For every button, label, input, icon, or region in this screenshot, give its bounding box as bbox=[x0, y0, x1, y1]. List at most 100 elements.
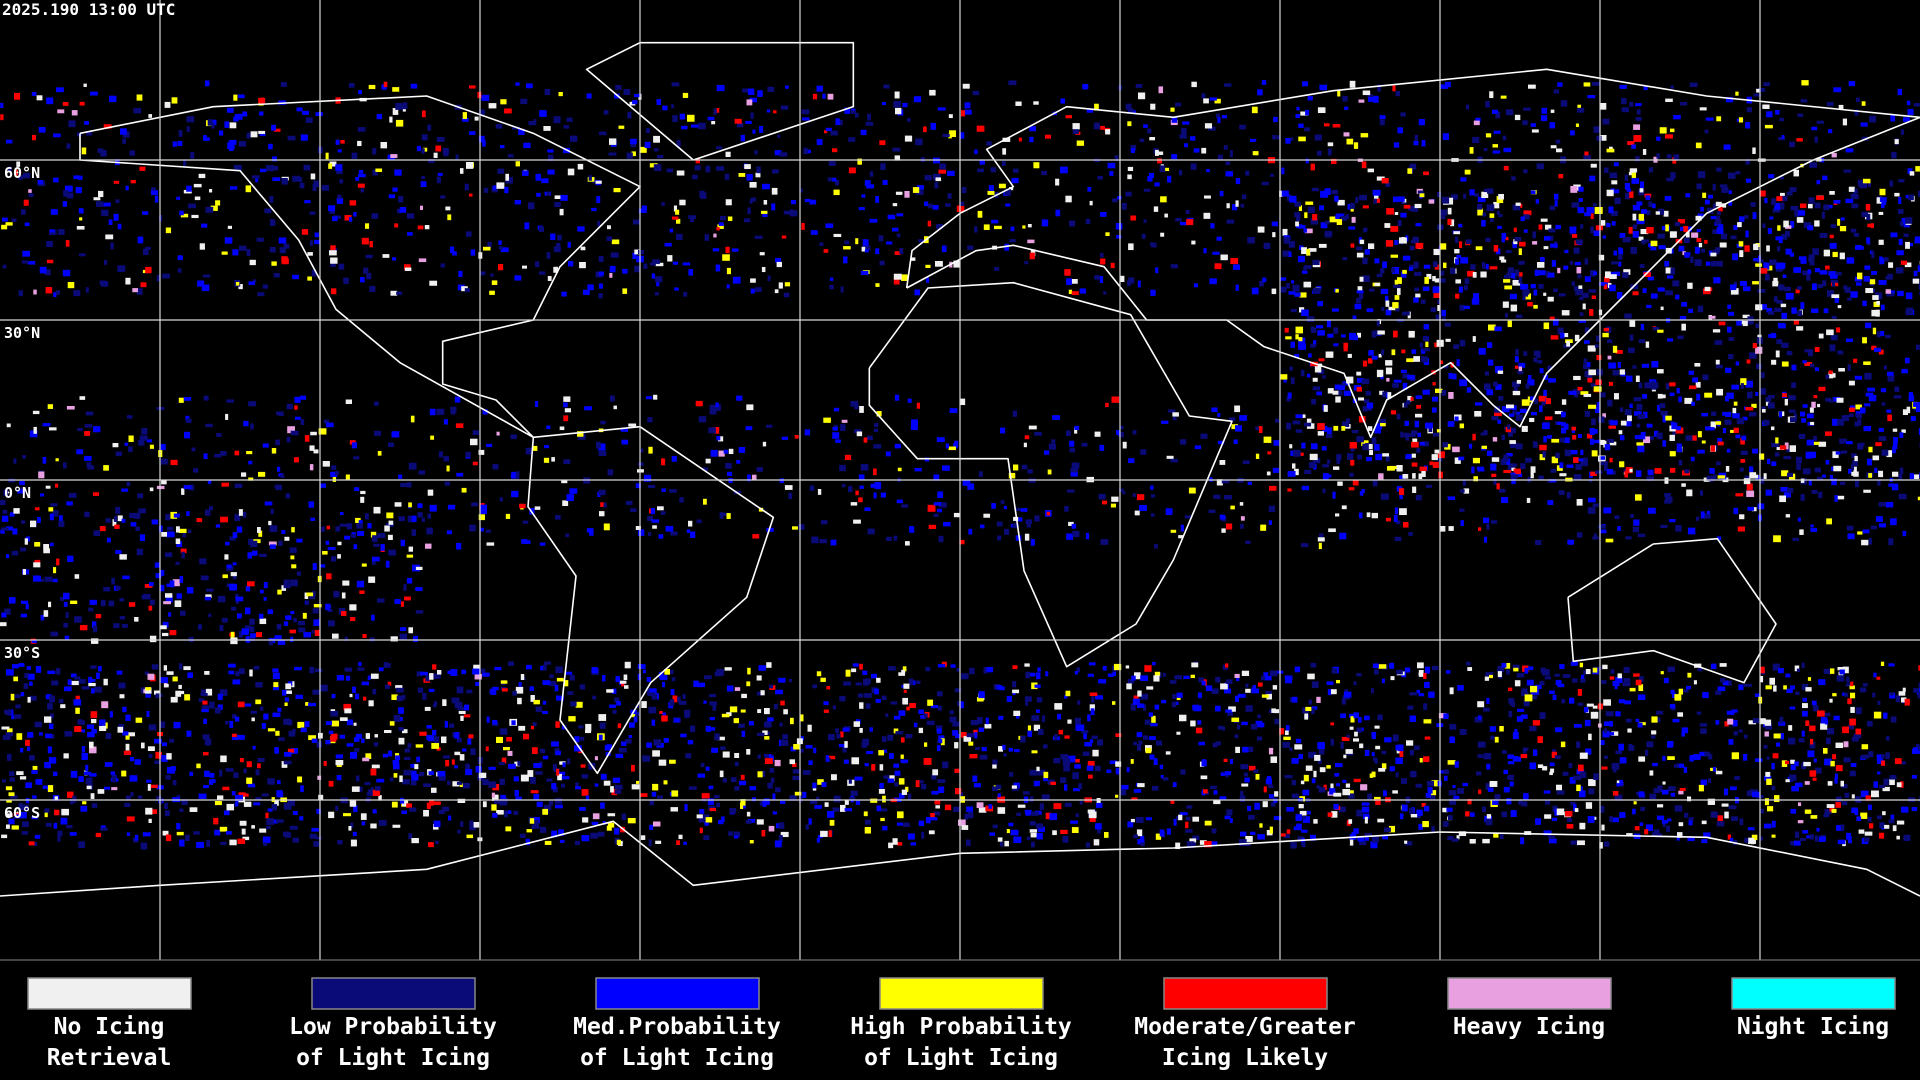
icing-pixel bbox=[711, 121, 716, 125]
icing-pixel bbox=[736, 122, 744, 128]
icing-pixel bbox=[694, 165, 701, 171]
icing-pixel bbox=[713, 108, 717, 115]
icing-pixel bbox=[1002, 744, 1006, 750]
icing-pixel bbox=[53, 177, 59, 183]
icing-pixel bbox=[1590, 163, 1597, 168]
icing-pixel bbox=[100, 827, 108, 831]
icing-pixel bbox=[122, 138, 126, 144]
icing-pixel bbox=[824, 802, 829, 807]
icing-pixel bbox=[1584, 151, 1589, 156]
icing-pixel bbox=[1185, 829, 1193, 833]
icing-pixel bbox=[357, 140, 362, 147]
icing-pixel bbox=[1044, 450, 1050, 455]
icing-pixel bbox=[75, 707, 80, 714]
icing-pixel bbox=[836, 733, 841, 739]
icing-pixel bbox=[1759, 836, 1763, 841]
icing-pixel bbox=[399, 207, 407, 213]
icing-pixel bbox=[849, 797, 856, 801]
icing-pixel bbox=[364, 781, 371, 786]
icing-pixel bbox=[1065, 115, 1072, 119]
icing-pixel bbox=[1518, 248, 1522, 256]
icing-pixel bbox=[683, 841, 687, 845]
icing-pixel bbox=[996, 521, 1003, 527]
icing-pixel bbox=[747, 88, 755, 95]
icing-pixel bbox=[789, 795, 797, 801]
icing-pixel bbox=[892, 838, 898, 845]
icing-pixel bbox=[674, 718, 680, 723]
icing-pixel bbox=[464, 704, 470, 711]
icing-pixel bbox=[1107, 673, 1114, 677]
icing-pixel bbox=[1501, 811, 1507, 818]
icing-pixel bbox=[56, 87, 64, 93]
icing-pixel bbox=[726, 513, 731, 519]
icing-pixel bbox=[421, 134, 428, 141]
icing-pixel bbox=[1318, 748, 1325, 755]
icing-pixel bbox=[1669, 519, 1676, 523]
icing-pixel bbox=[1062, 758, 1071, 766]
icing-pixel bbox=[757, 90, 763, 97]
icing-pixel bbox=[966, 733, 975, 738]
icing-pixel bbox=[1375, 423, 1383, 430]
icing-pixel bbox=[913, 722, 918, 728]
icing-pixel bbox=[1822, 280, 1827, 287]
icing-pixel bbox=[1583, 82, 1591, 87]
icing-pixel bbox=[468, 193, 473, 197]
icing-pixel bbox=[167, 767, 175, 774]
icing-pixel bbox=[49, 713, 54, 719]
icing-pixel bbox=[771, 203, 776, 211]
icing-pixel bbox=[974, 732, 978, 739]
icing-pixel bbox=[120, 128, 127, 135]
icing-pixel bbox=[1463, 488, 1470, 494]
icing-pixel bbox=[1634, 826, 1640, 831]
icing-pixel bbox=[652, 783, 659, 791]
icing-pixel bbox=[32, 765, 38, 770]
icing-pixel bbox=[1890, 814, 1895, 822]
icing-pixel bbox=[1311, 708, 1315, 715]
icing-pixel bbox=[76, 226, 85, 230]
icing-pixel bbox=[1763, 473, 1767, 479]
icing-pixel bbox=[411, 838, 419, 844]
icing-pixel bbox=[85, 411, 94, 416]
icing-pixel bbox=[255, 769, 260, 776]
icing-pixel bbox=[696, 519, 702, 524]
icing-pixel bbox=[330, 257, 338, 264]
icing-pixel bbox=[1234, 673, 1240, 678]
icing-pixel bbox=[1353, 778, 1361, 783]
icing-pixel bbox=[1647, 507, 1656, 514]
icing-pixel bbox=[1004, 243, 1010, 251]
icing-pixel bbox=[719, 512, 724, 519]
icing-pixel bbox=[749, 786, 757, 791]
icing-pixel bbox=[1888, 483, 1893, 487]
icing-pixel bbox=[400, 539, 406, 547]
icing-pixel bbox=[1303, 774, 1309, 782]
icing-pixel bbox=[1130, 818, 1135, 823]
icing-pixel bbox=[1447, 760, 1456, 765]
icing-pixel bbox=[274, 484, 281, 488]
icing-pixel bbox=[1745, 159, 1750, 165]
icing-pixel bbox=[282, 689, 287, 696]
icing-pixel bbox=[1763, 745, 1768, 749]
icing-pixel bbox=[1052, 415, 1061, 420]
icing-pixel bbox=[469, 524, 476, 532]
icing-pixel bbox=[1751, 834, 1758, 841]
icing-pixel bbox=[1808, 479, 1812, 486]
icing-pixel bbox=[442, 806, 450, 812]
icing-pixel bbox=[1710, 421, 1716, 429]
icing-pixel bbox=[844, 800, 849, 805]
icing-pixel bbox=[407, 232, 413, 236]
icing-pixel bbox=[913, 96, 922, 103]
icing-pixel bbox=[1771, 786, 1776, 791]
icing-pixel bbox=[1428, 691, 1435, 698]
icing-pixel bbox=[456, 686, 464, 694]
icing-pixel bbox=[1609, 284, 1616, 292]
icing-pixel bbox=[1862, 683, 1868, 687]
icing-pixel bbox=[433, 820, 441, 828]
icing-pixel bbox=[388, 750, 393, 757]
icing-pixel bbox=[479, 509, 488, 514]
icing-pixel bbox=[369, 285, 376, 293]
icing-pixel bbox=[1657, 804, 1664, 808]
icing-pixel bbox=[1492, 799, 1499, 805]
icing-pixel bbox=[1836, 495, 1845, 500]
icing-pixel bbox=[1263, 672, 1269, 679]
icing-pixel bbox=[845, 669, 851, 677]
